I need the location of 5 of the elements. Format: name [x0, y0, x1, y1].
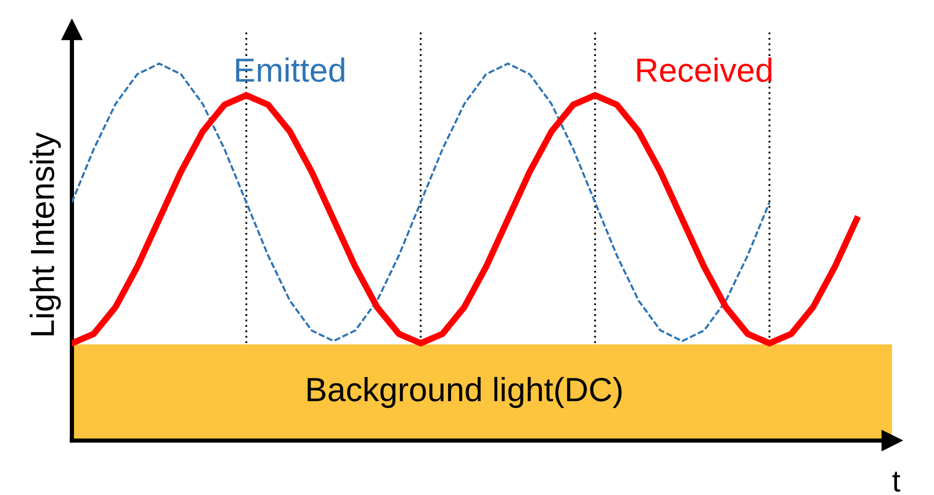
- band-label: Background light(DC): [308, 376, 622, 408]
- x-axis-title: t: [892, 472, 900, 492]
- series-label: Received: [637, 58, 772, 82]
- y-axis-title: Light Intensity: [30, 132, 61, 336]
- series-label: Emitted: [236, 58, 344, 82]
